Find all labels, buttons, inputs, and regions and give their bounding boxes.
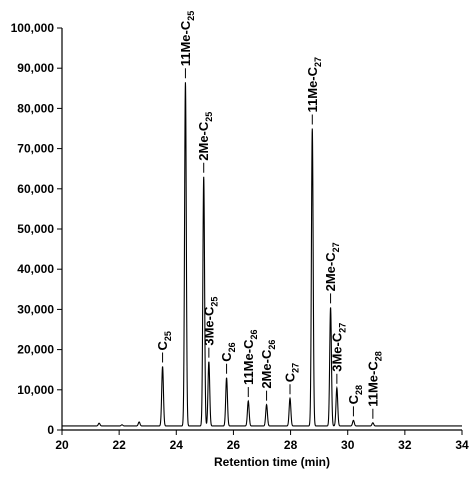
x-tick-label: 34 (455, 438, 469, 452)
y-tick-label: 10,000 (17, 383, 54, 397)
peak-label: 11Me-C25 (178, 11, 196, 67)
peak-label-main: 11Me-C (241, 339, 256, 385)
peak-label: 2Me-C27 (323, 242, 341, 291)
y-tick-label: 40,000 (17, 262, 54, 276)
y-tick-label: 90,000 (17, 61, 54, 75)
peak-label: C26 (219, 342, 237, 361)
x-tick-label: 28 (284, 438, 298, 452)
trace-group (62, 82, 462, 427)
peak-label: 11Me-C28 (365, 351, 383, 407)
peak-label-main: 11Me-C (305, 66, 320, 112)
peak-label-main: 3Me-C (329, 332, 344, 372)
peak-label: 3Me-C27 (329, 323, 347, 372)
peak-label-subscript: 25 (204, 112, 214, 122)
peak-label-main: 2Me-C (196, 121, 211, 161)
axes-group: 0 10,000 20,000 30,000 40,000 50,000 60,000 70,… (11, 21, 469, 452)
x-tick-label: 22 (112, 438, 126, 452)
chromatogram-trace (62, 82, 462, 427)
x-tick-label: 30 (341, 438, 355, 452)
peak-label-subscript: 26 (267, 340, 277, 350)
y-tick-label: 80,000 (17, 101, 54, 115)
x-tick-label: 32 (398, 438, 412, 452)
peak-label-main: 2Me-C (259, 349, 274, 389)
peak-label-subscript: 26 (249, 330, 259, 340)
peak-label: C27 (283, 363, 301, 382)
y-tick-label: 70,000 (17, 142, 54, 156)
peak-label-main: 11Me-C (178, 20, 193, 66)
x-axis-title: Retention time (min) (214, 455, 330, 469)
y-tick-label: 30,000 (17, 302, 54, 316)
peak-label-subscript: 25 (186, 11, 196, 21)
peak-label-subscript: 26 (227, 342, 237, 352)
peak-label-main: 3Me-C (201, 306, 216, 346)
peak-label-main: C (219, 352, 234, 362)
peak-label: 11Me-C27 (305, 57, 323, 113)
peak-label-subscript: 27 (291, 363, 301, 373)
y-tick-label: 20,000 (17, 343, 54, 357)
peak-label: 11Me-C26 (241, 330, 259, 386)
peak-label-subscript: 27 (337, 323, 347, 333)
y-tick-label: 0 (47, 423, 54, 437)
y-tick-label: 60,000 (17, 182, 54, 196)
peak-label-subscript: 27 (313, 57, 323, 67)
peak-label-subscript: 28 (354, 385, 364, 395)
peak-label: 3Me-C25 (201, 297, 219, 346)
peak-label: 2Me-C26 (259, 340, 277, 389)
y-tick-label: 50,000 (17, 222, 54, 236)
peak-label: 2Me-C25 (196, 112, 214, 161)
peak-label: C28 (346, 385, 364, 404)
x-tick-label: 20 (55, 438, 69, 452)
peak-label-main: C (346, 394, 361, 404)
peak-label-main: 2Me-C (323, 252, 338, 292)
x-tick-label: 24 (170, 438, 184, 452)
peak-label-subscript: 27 (331, 242, 341, 252)
peak-label-main: C (155, 340, 170, 350)
peak-label-subscript: 25 (163, 331, 173, 341)
peak-label-subscript: 28 (373, 351, 383, 361)
y-tick-label: 100,000 (11, 21, 55, 35)
x-tick-label: 26 (227, 438, 241, 452)
peak-label-subscript: 25 (209, 297, 219, 307)
peak-label-main: 11Me-C (365, 361, 380, 407)
peak-label: C25 (155, 331, 173, 350)
peak-label-main: C (283, 372, 298, 382)
